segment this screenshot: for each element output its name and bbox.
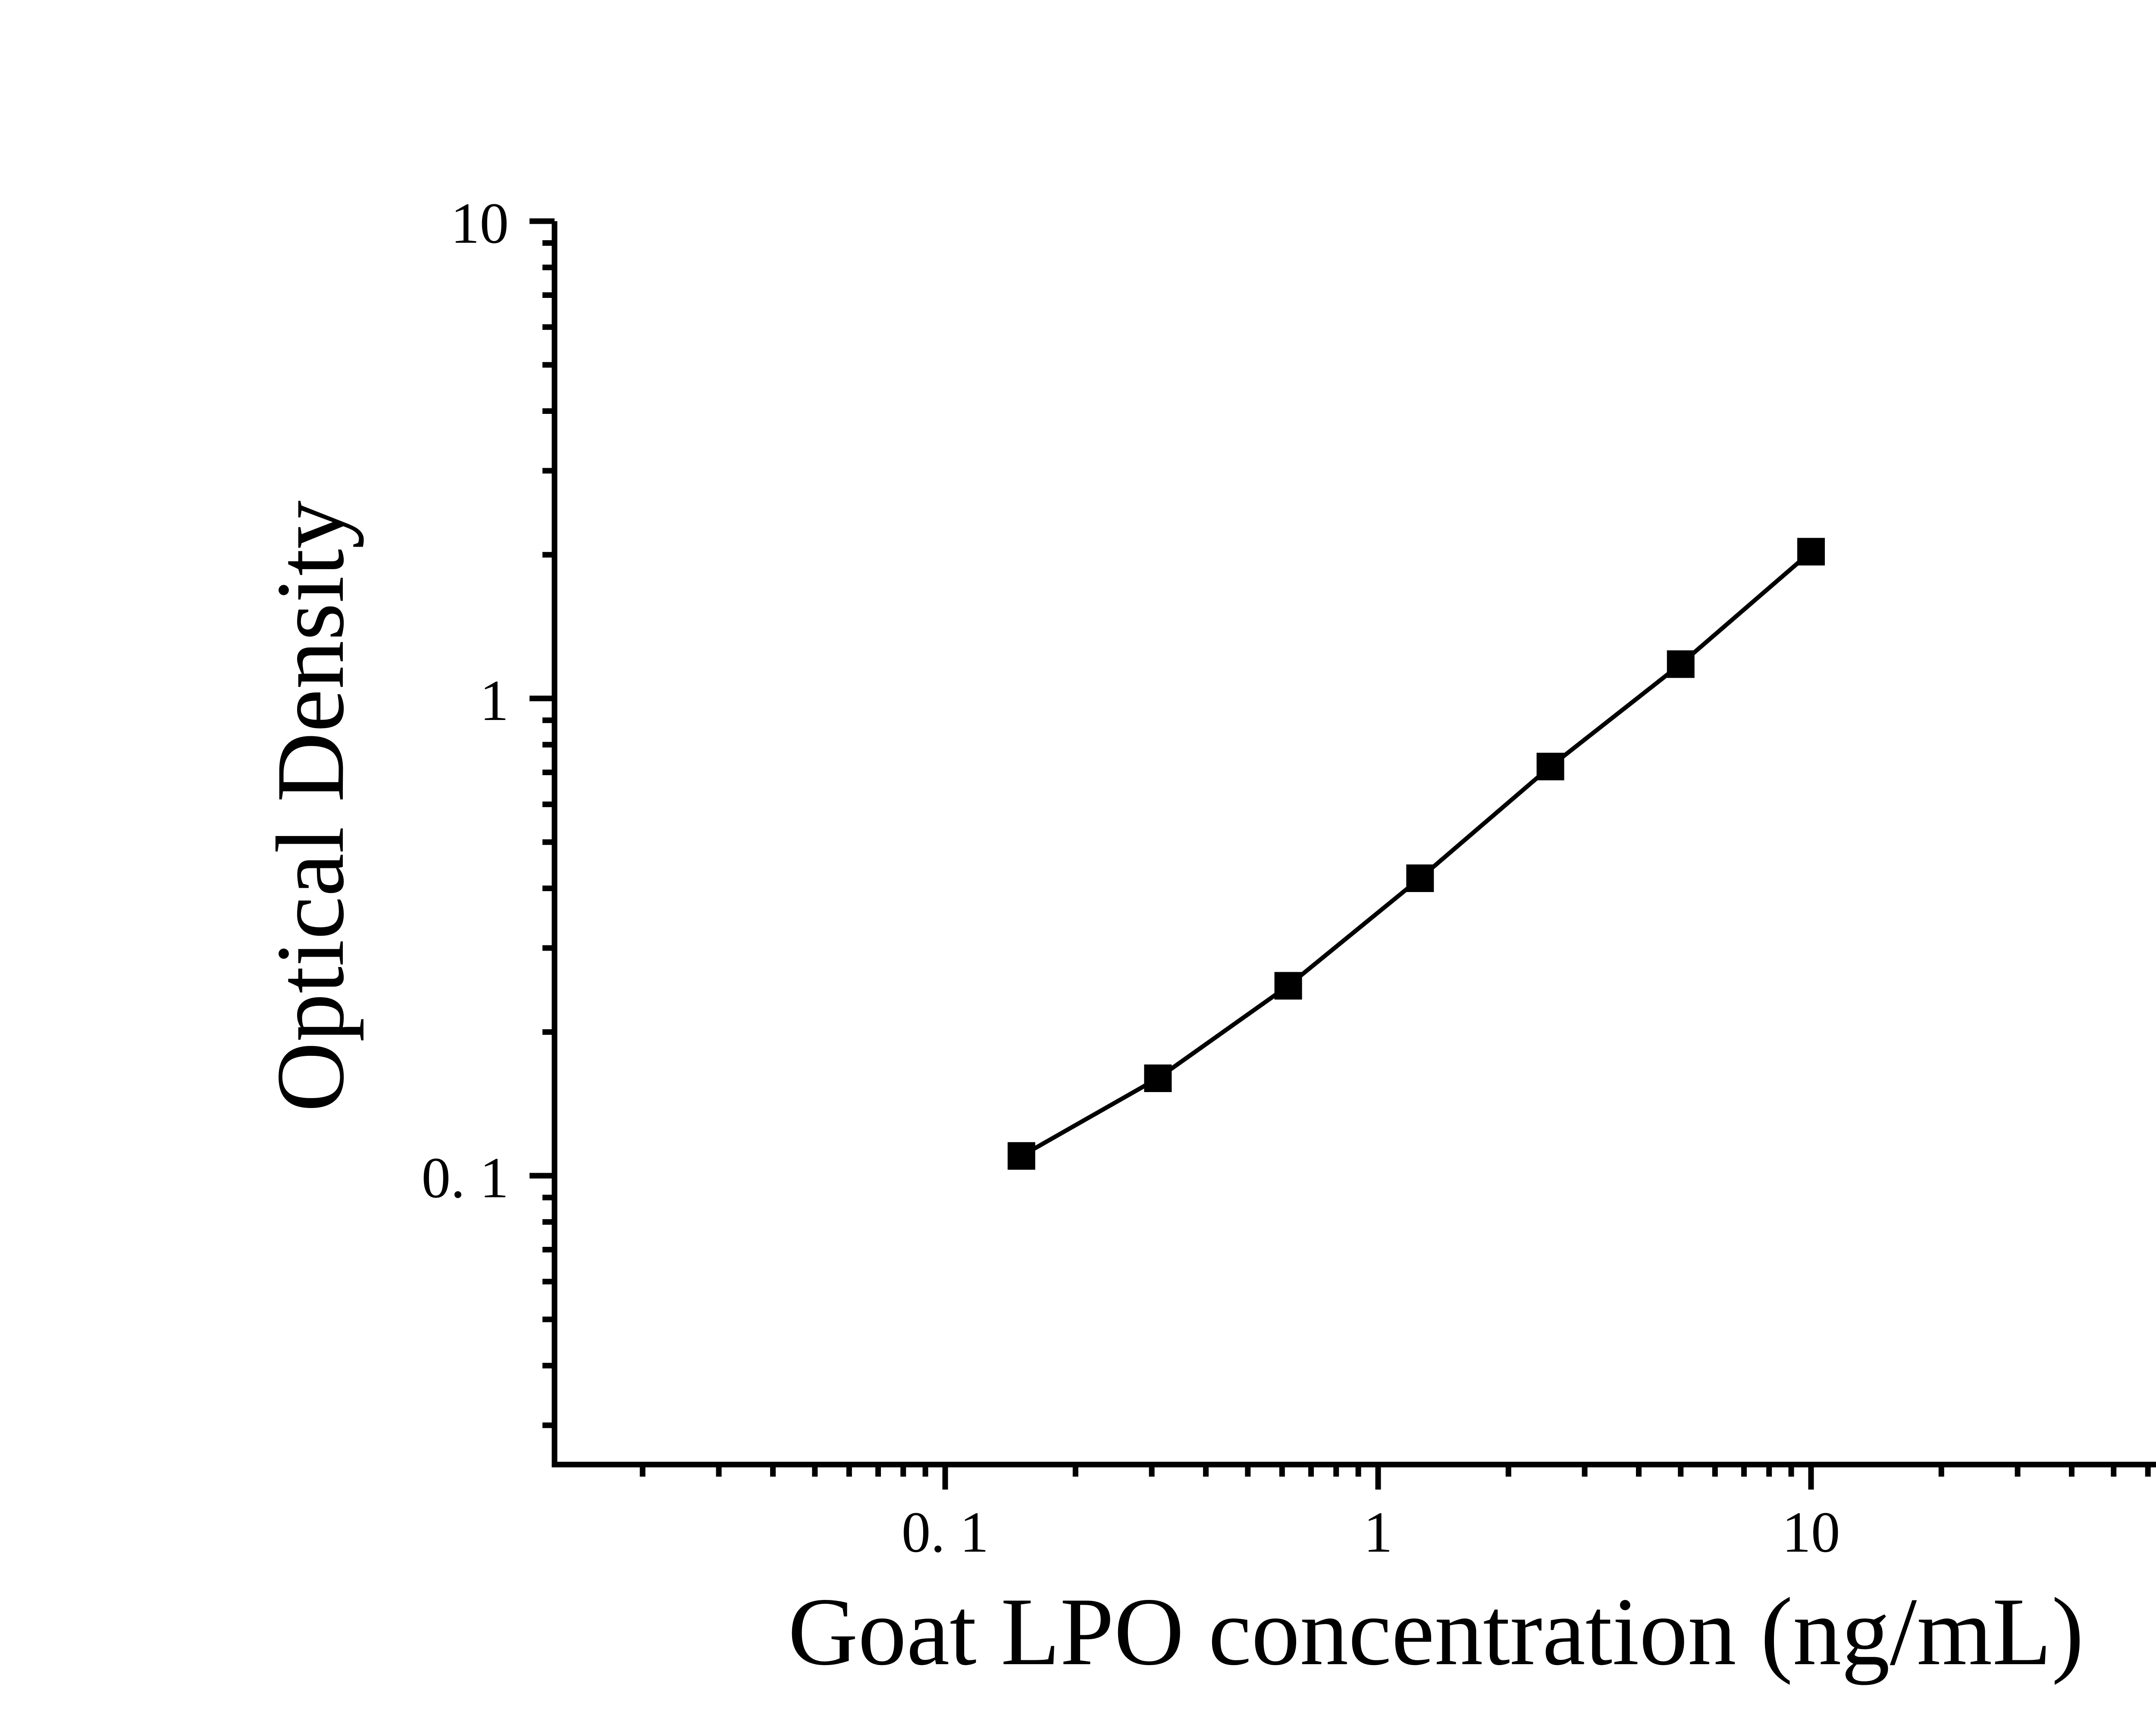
x-tick-label: 1 — [1363, 1500, 1393, 1565]
data-point-marker — [1274, 972, 1302, 1000]
series-line — [1020, 550, 1813, 1158]
data-point-marker — [1007, 1142, 1035, 1170]
x-axis-title: Goat LPO concentration (ng/mL) — [788, 1578, 2084, 1685]
data-point-marker — [1406, 864, 1434, 892]
x-tick-label: 0. 1 — [902, 1500, 989, 1565]
y-axis-title: Optical Density — [256, 501, 364, 1112]
data-point-marker — [1667, 650, 1695, 678]
data-point-marker — [1144, 1064, 1172, 1092]
x-tick-label: 10 — [1782, 1500, 1840, 1565]
data-point-marker — [1797, 538, 1825, 566]
data-point-marker — [1536, 752, 1564, 780]
y-tick-label: 0. 1 — [422, 1146, 509, 1210]
y-tick-label: 1 — [480, 669, 509, 733]
y-tick-label: 10 — [451, 191, 509, 256]
